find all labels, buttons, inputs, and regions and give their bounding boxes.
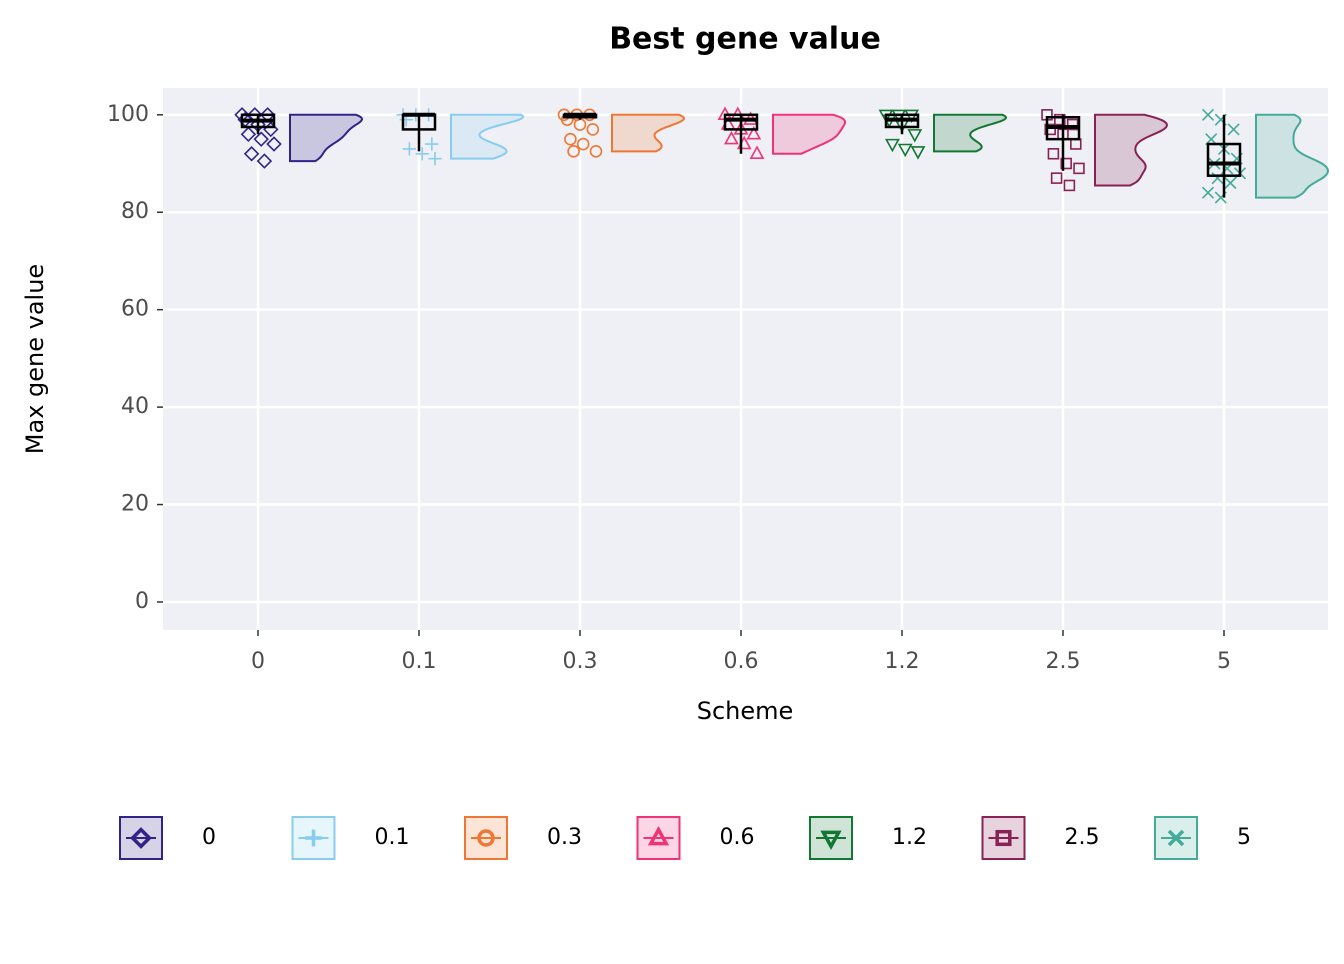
point	[723, 130, 739, 145]
legend-item: 0.1	[291, 816, 410, 860]
y-tick-label: 60	[121, 297, 149, 322]
plot-background	[163, 88, 1328, 630]
density	[1255, 113, 1330, 199]
point	[907, 129, 923, 143]
point	[576, 137, 590, 151]
point	[910, 146, 926, 160]
density	[611, 113, 686, 153]
density	[450, 113, 525, 160]
point	[240, 126, 257, 143]
x-tick-label: 2.5	[1046, 649, 1081, 674]
legend-label: 1.2	[892, 825, 927, 850]
legend-item: 0.3	[464, 816, 582, 860]
density	[933, 113, 1008, 153]
y-tick-label: 20	[121, 492, 149, 517]
legend-item: 1.2	[809, 816, 927, 860]
legend-marker	[130, 827, 152, 849]
box	[723, 113, 759, 131]
point	[586, 123, 600, 136]
x-tick-label: 0.1	[402, 649, 437, 674]
legend-label: 5	[1237, 825, 1251, 850]
point	[243, 146, 260, 162]
point	[1047, 148, 1060, 160]
point	[1224, 176, 1237, 190]
point	[1201, 186, 1215, 199]
point	[589, 145, 603, 158]
density	[772, 113, 847, 155]
point	[256, 153, 273, 169]
point	[897, 143, 913, 158]
density	[1094, 113, 1169, 187]
point	[1201, 108, 1215, 121]
legend-marker	[820, 830, 842, 851]
point	[1050, 172, 1063, 184]
x-tick-label: 0.3	[563, 649, 598, 674]
legend-item: 5	[1154, 816, 1251, 860]
legend-marker	[647, 825, 670, 846]
legend-label: 0.6	[720, 825, 755, 850]
point	[402, 142, 416, 156]
point	[1073, 162, 1085, 175]
box	[1206, 142, 1242, 177]
point	[1054, 113, 1066, 126]
y-tick-label: 80	[121, 199, 149, 224]
point	[415, 147, 429, 161]
y-axis-title: Max gene value	[21, 264, 49, 454]
legend-marker	[477, 829, 495, 847]
point	[746, 126, 762, 140]
y-tick-label: 100	[107, 102, 149, 127]
point	[1063, 179, 1076, 192]
point	[749, 145, 765, 159]
point	[564, 132, 577, 146]
point	[1044, 123, 1056, 136]
legend-label: 2.5	[1065, 825, 1100, 850]
legend-item: 0.6	[636, 816, 755, 860]
legend-label: 0.3	[547, 825, 582, 850]
density	[289, 113, 364, 163]
point	[266, 136, 282, 152]
chart-title: Best gene value	[609, 22, 881, 57]
point	[428, 152, 442, 166]
x-tick-label: 0.6	[724, 649, 759, 674]
point	[884, 138, 900, 153]
y-tick-label: 40	[121, 394, 149, 419]
legend-label: 0	[202, 825, 216, 850]
y-tick-label: 0	[135, 589, 149, 614]
x-tick-label: 1.2	[885, 649, 920, 674]
legend-item: 2.5	[981, 816, 1100, 860]
legend-marker	[1167, 829, 1185, 847]
point	[567, 145, 580, 158]
point	[1060, 157, 1072, 170]
point	[253, 131, 269, 147]
point	[1066, 118, 1079, 131]
x-tick-label: 5	[1217, 649, 1231, 674]
legend-label: 0.1	[375, 825, 410, 850]
legend-marker	[305, 829, 322, 847]
legend-marker	[995, 829, 1012, 847]
x-tick-label: 0	[251, 649, 265, 674]
point	[425, 137, 439, 151]
point	[1227, 123, 1240, 136]
x-axis-title: Scheme	[697, 697, 794, 725]
legend-item: 0	[119, 816, 216, 860]
